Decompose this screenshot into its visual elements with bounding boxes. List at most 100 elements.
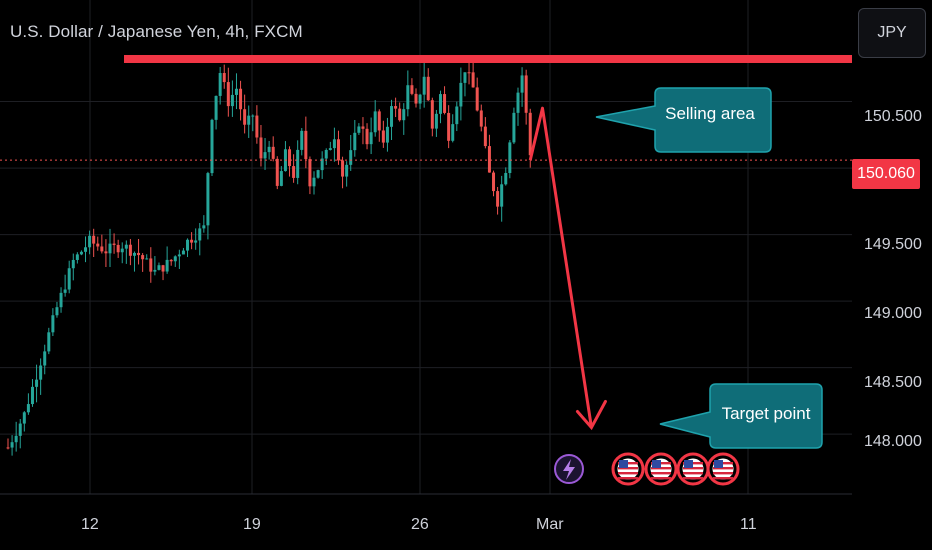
candle xyxy=(116,244,120,253)
candle xyxy=(475,87,479,111)
candle xyxy=(349,150,353,165)
candle xyxy=(328,148,332,150)
candle xyxy=(190,239,194,243)
candle xyxy=(369,132,373,145)
candle xyxy=(104,251,108,254)
candle xyxy=(443,94,447,113)
candle xyxy=(516,92,520,113)
candle xyxy=(202,225,206,229)
x-tick-label: 26 xyxy=(411,516,429,533)
candle xyxy=(471,72,475,88)
candle xyxy=(406,85,410,110)
candle xyxy=(512,112,516,143)
candle xyxy=(100,246,104,252)
candle xyxy=(132,252,136,256)
candle xyxy=(324,149,328,159)
candle xyxy=(390,106,394,127)
candle xyxy=(271,146,275,159)
candle xyxy=(353,132,357,151)
candle xyxy=(39,365,43,380)
candle xyxy=(255,115,259,138)
candle xyxy=(496,191,500,207)
candle xyxy=(288,149,292,167)
candle xyxy=(161,265,165,272)
y-tick-label: 150.500 xyxy=(864,108,922,125)
candle xyxy=(128,244,132,256)
candle xyxy=(35,379,39,387)
candle xyxy=(377,111,381,131)
candle xyxy=(467,72,471,74)
candle xyxy=(194,240,198,243)
candle xyxy=(312,177,316,187)
candle xyxy=(381,130,385,143)
candle xyxy=(71,259,75,269)
candle xyxy=(504,172,508,185)
candle xyxy=(455,106,459,125)
candle xyxy=(410,85,414,94)
candle xyxy=(181,250,185,255)
selling-area-label: Selling area xyxy=(665,104,755,123)
candle xyxy=(198,228,202,241)
candle xyxy=(149,258,153,272)
selling-area-callout xyxy=(595,87,772,153)
candle xyxy=(108,243,112,254)
candle xyxy=(18,423,22,436)
candle xyxy=(47,332,51,352)
candle xyxy=(96,243,100,247)
candle xyxy=(6,447,10,449)
us-flag-stripe xyxy=(683,477,703,480)
candle xyxy=(373,111,377,133)
candle xyxy=(75,254,79,260)
candle xyxy=(275,158,279,186)
candle xyxy=(414,93,418,104)
candle xyxy=(59,292,63,308)
candle xyxy=(447,112,451,141)
candle xyxy=(14,435,18,443)
us-flag-stripe xyxy=(618,472,638,475)
candle xyxy=(10,442,14,448)
candle xyxy=(438,94,442,114)
candle xyxy=(92,235,96,244)
x-tick-label: 12 xyxy=(81,516,99,533)
chart-title: U.S. Dollar / Japanese Yen, 4h, FXCM xyxy=(10,22,303,41)
candle xyxy=(22,412,26,424)
candle xyxy=(304,130,308,160)
candle xyxy=(218,73,222,96)
target-point-label: Target point xyxy=(721,404,811,423)
y-tick-label: 149.000 xyxy=(864,305,922,322)
y-tick-label: 149.500 xyxy=(864,236,922,253)
candle xyxy=(206,173,210,226)
candle xyxy=(479,110,483,127)
candle xyxy=(67,268,71,290)
candle xyxy=(345,164,349,177)
us-flag-stripe xyxy=(713,472,733,475)
candle xyxy=(173,256,177,262)
candle xyxy=(361,126,365,129)
candle xyxy=(88,235,92,248)
candle xyxy=(365,128,369,145)
target-point-callout xyxy=(659,383,823,449)
candle xyxy=(141,255,145,260)
candle xyxy=(43,351,47,366)
candle xyxy=(434,113,438,129)
x-tick-label: Mar xyxy=(536,516,564,533)
us-flag-canton xyxy=(714,460,723,468)
candle xyxy=(398,108,402,121)
candle xyxy=(251,115,255,117)
candle xyxy=(55,307,59,316)
candle xyxy=(243,109,247,125)
us-flag-canton xyxy=(652,460,661,468)
candle xyxy=(263,152,267,159)
currency-button[interactable]: JPY xyxy=(858,8,926,58)
candle xyxy=(459,82,463,107)
projection-arrow xyxy=(528,106,593,428)
candle xyxy=(239,88,243,110)
us-flag-stripe xyxy=(713,467,733,470)
candle xyxy=(124,244,128,249)
candle xyxy=(300,130,304,150)
candle xyxy=(402,109,406,121)
candle xyxy=(341,160,345,177)
candle xyxy=(84,247,88,252)
candle xyxy=(528,112,532,156)
